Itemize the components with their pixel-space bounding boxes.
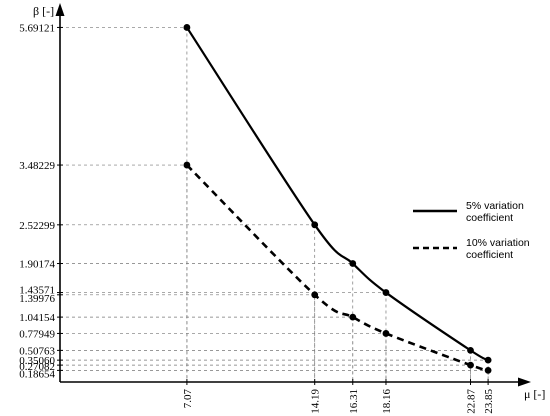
legend-label: 5% variation — [466, 200, 524, 212]
x-tick-label: 18.16 — [381, 389, 393, 414]
data-point-5pct — [311, 221, 319, 229]
data-point-10pct — [349, 313, 357, 321]
guide-lines — [60, 27, 489, 382]
data-point-10pct — [484, 366, 492, 374]
x-tick-labels: 7.07 14.19 16.31 18.16 22.87 23.85 — [182, 379, 495, 414]
y-tick-label: 5.69121 — [19, 22, 55, 34]
data-point-5pct — [467, 346, 474, 354]
y-tick-label: 0.77949 — [19, 328, 55, 340]
y-axis-label: β [-] — [33, 4, 54, 18]
data-point-10pct — [311, 291, 319, 299]
x-tick-label: 22.87 — [466, 389, 478, 414]
y-tick-labels: 5.69121 3.48229 2.52299 1.90174 1.435711.399… — [19, 22, 63, 380]
data-series — [183, 24, 492, 374]
x-axis-label: μ [-] — [524, 387, 545, 401]
data-point-5pct — [349, 260, 357, 267]
data-point-5pct — [484, 356, 492, 364]
x-tick-label: 7.07 — [182, 389, 194, 409]
y-tick-label: 1.39976 — [19, 293, 55, 305]
x-tick-label: 14.19 — [310, 389, 322, 414]
y-tick-label: 0.35060 — [19, 355, 55, 367]
y-tick-label: 0.50763 — [19, 345, 55, 357]
data-point-5pct — [382, 289, 390, 296]
legend-label: coefficient — [466, 212, 513, 224]
x-tick-label: 23.85 — [483, 389, 495, 414]
data-point-10pct — [183, 161, 191, 169]
x-tick-label: 16.31 — [348, 389, 360, 414]
y-tick-label: 0.27082 — [19, 361, 55, 373]
series-line-10pct — [185, 164, 489, 372]
x-axis-arrow — [518, 377, 531, 387]
y-tick-label: 1.43571 — [19, 285, 55, 297]
data-point-5pct — [183, 24, 191, 31]
y-axis-arrow — [55, 3, 65, 16]
axes: β [-] μ [-] — [33, 3, 545, 401]
data-point-10pct — [467, 361, 474, 369]
y-tick-label: 0.18654 — [19, 368, 55, 380]
legend-label: coefficient — [466, 249, 513, 261]
series-line-5pct — [185, 26, 489, 362]
y-tick-label: 1.90174 — [19, 259, 55, 271]
y-tick-label: 3.48229 — [19, 160, 55, 172]
y-tick-label: 1.04154 — [19, 312, 55, 324]
y-tick-label: 2.52299 — [19, 220, 55, 232]
data-point-10pct — [382, 330, 390, 337]
legend-label: 10% variation — [466, 237, 530, 249]
